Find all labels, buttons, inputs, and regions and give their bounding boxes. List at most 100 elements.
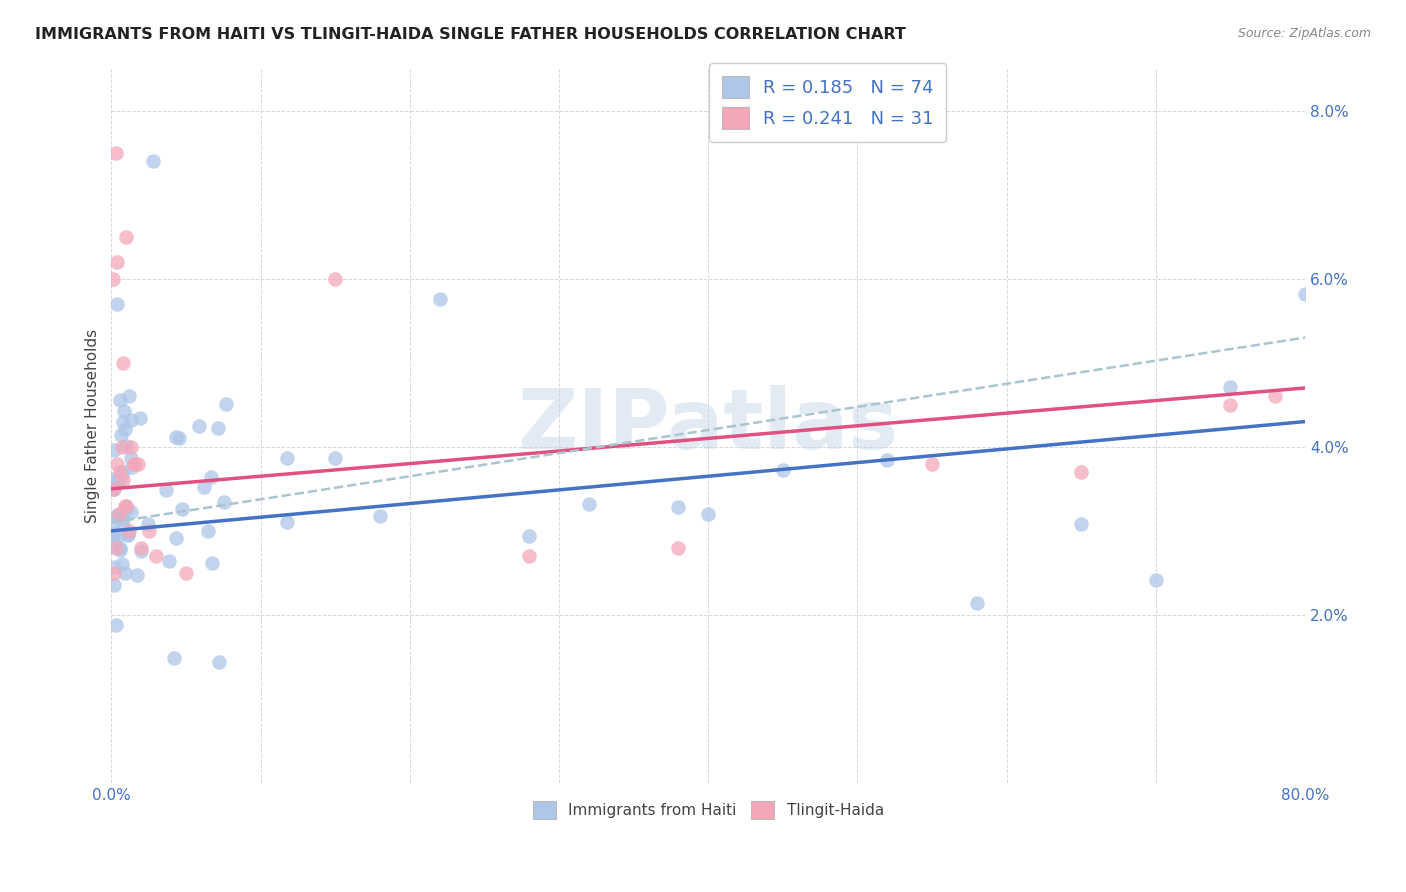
Point (155, 483, 177, 497)
Point (108, 472, 131, 486)
Point (103, 566, 125, 580)
Point (104, 508, 127, 523)
Point (112, 416, 135, 430)
Point (111, 511, 134, 525)
Point (103, 577, 125, 591)
Point (120, 440, 142, 454)
Point (876, 452, 898, 467)
Point (110, 427, 132, 442)
Point (107, 529, 129, 543)
Point (112, 403, 135, 417)
Point (114, 566, 136, 581)
Point (668, 500, 690, 514)
Point (108, 541, 131, 555)
Point (104, 475, 127, 489)
Point (921, 457, 943, 471)
Point (111, 440, 134, 454)
Text: ZIPatlas: ZIPatlas (517, 385, 898, 467)
Point (1144, 574, 1167, 588)
Point (668, 541, 690, 555)
Point (276, 450, 298, 465)
Point (966, 596, 988, 610)
Point (104, 145, 127, 160)
Point (201, 557, 224, 571)
Point (163, 650, 186, 665)
Point (167, 431, 190, 445)
Point (117, 528, 139, 542)
Point (197, 524, 219, 538)
Point (112, 474, 135, 488)
Text: Source: ZipAtlas.com: Source: ZipAtlas.com (1237, 27, 1371, 40)
Point (276, 515, 298, 529)
Point (1219, 398, 1241, 412)
Point (429, 292, 451, 306)
Point (110, 465, 132, 479)
Point (517, 529, 540, 543)
Point (105, 618, 128, 632)
Point (214, 495, 236, 509)
Point (101, 271, 124, 285)
Point (124, 457, 146, 471)
Point (108, 392, 131, 407)
Point (127, 457, 149, 471)
Point (103, 482, 125, 496)
Point (187, 419, 209, 434)
Point (517, 549, 540, 563)
Point (107, 508, 129, 522)
Point (1264, 389, 1286, 403)
Point (101, 482, 124, 496)
Point (112, 465, 135, 479)
Point (215, 397, 238, 411)
Point (115, 500, 138, 515)
Point (172, 502, 194, 516)
Point (118, 389, 141, 403)
Point (101, 527, 124, 541)
Point (108, 507, 131, 521)
Point (772, 463, 794, 477)
Point (122, 457, 145, 471)
Point (165, 531, 187, 545)
Point (208, 655, 231, 669)
Point (157, 553, 180, 567)
Point (125, 567, 148, 582)
Y-axis label: Single Father Households: Single Father Households (86, 329, 100, 523)
Point (145, 549, 167, 563)
Point (1070, 516, 1092, 531)
Point (174, 566, 197, 580)
Point (368, 509, 391, 524)
Legend: Immigrants from Haiti, Tlingit-Haida: Immigrants from Haiti, Tlingit-Haida (526, 795, 890, 825)
Point (105, 255, 128, 269)
Point (120, 413, 142, 427)
Point (578, 497, 600, 511)
Point (101, 472, 124, 486)
Point (105, 297, 128, 311)
Point (118, 524, 141, 538)
Point (207, 420, 229, 434)
Point (117, 527, 139, 541)
Point (121, 459, 143, 474)
Point (142, 153, 165, 168)
Point (323, 451, 346, 466)
Point (101, 516, 124, 531)
Point (112, 356, 135, 370)
Point (111, 558, 134, 572)
Point (110, 543, 132, 558)
Point (165, 430, 187, 444)
Text: IMMIGRANTS FROM HAITI VS TLINGIT-HAIDA SINGLE FATHER HOUSEHOLDS CORRELATION CHAR: IMMIGRANTS FROM HAITI VS TLINGIT-HAIDA S… (35, 27, 905, 42)
Point (104, 541, 127, 555)
Point (115, 229, 138, 244)
Point (697, 507, 720, 521)
Point (1070, 465, 1092, 479)
Point (105, 457, 128, 471)
Point (1219, 380, 1241, 394)
Point (136, 516, 159, 531)
Point (101, 540, 124, 554)
Point (111, 518, 134, 533)
Point (101, 529, 124, 543)
Point (193, 480, 215, 494)
Point (103, 482, 125, 496)
Point (138, 524, 160, 538)
Point (1294, 286, 1316, 301)
Point (200, 469, 222, 483)
Point (129, 410, 152, 425)
